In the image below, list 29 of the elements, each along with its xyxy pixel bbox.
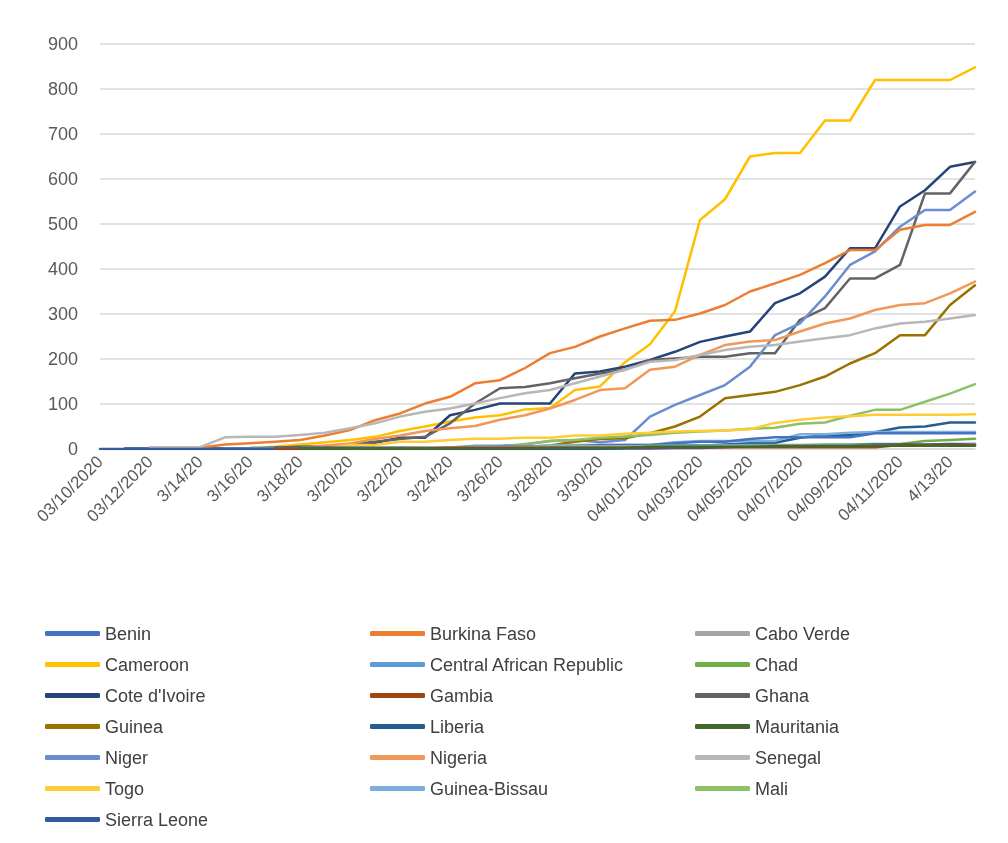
y-tick-label: 400 — [47, 259, 78, 279]
legend-label: Liberia — [430, 716, 486, 737]
y-tick-label: 700 — [47, 124, 78, 144]
legend-label: Sierra Leone — [105, 809, 209, 830]
legend-label: Burkina Faso — [430, 623, 537, 644]
y-tick-label: 500 — [47, 214, 78, 234]
legend-label: Cabo Verde — [755, 623, 851, 644]
y-tick-label: 600 — [47, 169, 78, 189]
legend-label: Niger — [105, 747, 149, 768]
y-tick-label: 200 — [47, 349, 78, 369]
legend-label: Cameroon — [105, 654, 190, 675]
legend-label: Guinea-Bissau — [430, 778, 549, 799]
legend-label: Mauritania — [755, 716, 841, 737]
legend-label: Gambia — [430, 685, 495, 706]
y-tick-label: 300 — [47, 304, 78, 324]
legend-label: Cote d'Ivoire — [105, 685, 206, 706]
y-tick-label: 900 — [47, 34, 78, 54]
legend-label: Benin — [105, 623, 152, 644]
y-tick-label: 0 — [67, 439, 78, 459]
legend-label: Togo — [105, 778, 145, 799]
legend-label: Senegal — [755, 747, 822, 768]
y-tick-label: 100 — [47, 394, 78, 414]
legend-label: Central African Republic — [430, 654, 624, 675]
legend-label: Ghana — [755, 685, 811, 706]
legend-label: Nigeria — [430, 747, 489, 768]
y-tick-label: 800 — [47, 79, 78, 99]
legend-label: Mali — [755, 778, 789, 799]
legend-label: Guinea — [105, 716, 165, 737]
legend-label: Chad — [755, 654, 799, 675]
